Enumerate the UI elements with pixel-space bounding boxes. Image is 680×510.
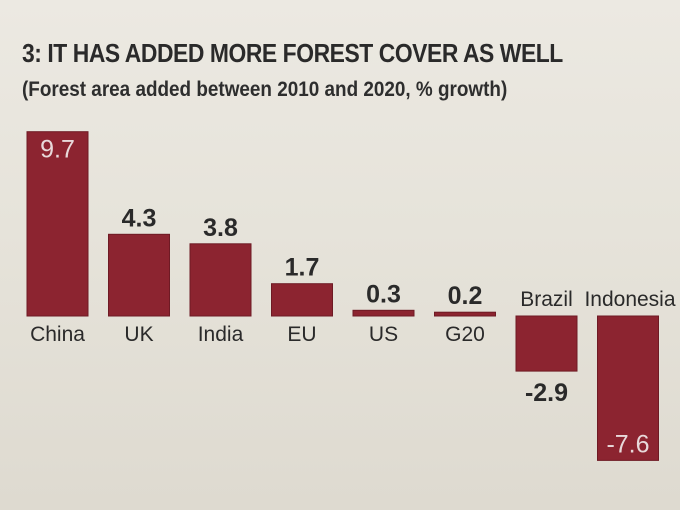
value-label-eu: 1.7	[285, 254, 320, 282]
chart-subtitle: (Forest area added between 2010 and 2020…	[22, 78, 508, 101]
chart-title: 3: IT HAS ADDED MORE FOREST COVER AS WEL…	[22, 38, 563, 68]
category-label-us: US	[369, 323, 398, 346]
category-label-g20: G20	[445, 323, 485, 346]
value-label-india: 3.8	[203, 214, 238, 242]
bar-india	[189, 243, 252, 317]
bar-eu	[271, 283, 333, 317]
value-label-brazil: -2.9	[525, 379, 568, 407]
bar-uk	[108, 233, 170, 317]
value-label-indonesia: -7.6	[606, 430, 649, 458]
value-label-china: 9.7	[40, 136, 75, 164]
bar-indonesia	[597, 315, 659, 461]
category-label-india: India	[198, 323, 244, 346]
bar-brazil	[515, 315, 578, 372]
bar-us	[352, 309, 415, 317]
bar-china	[26, 131, 89, 317]
value-label-us: 0.3	[366, 280, 401, 308]
category-label-china: China	[30, 323, 85, 346]
value-label-g20: 0.2	[448, 282, 483, 310]
category-label-uk: UK	[124, 323, 153, 346]
value-label-uk: 4.3	[122, 204, 157, 232]
category-label-eu: EU	[287, 323, 316, 346]
bar-g20	[434, 311, 496, 317]
category-label-brazil: Brazil	[520, 288, 573, 311]
category-label-indonesia: Indonesia	[584, 288, 675, 311]
